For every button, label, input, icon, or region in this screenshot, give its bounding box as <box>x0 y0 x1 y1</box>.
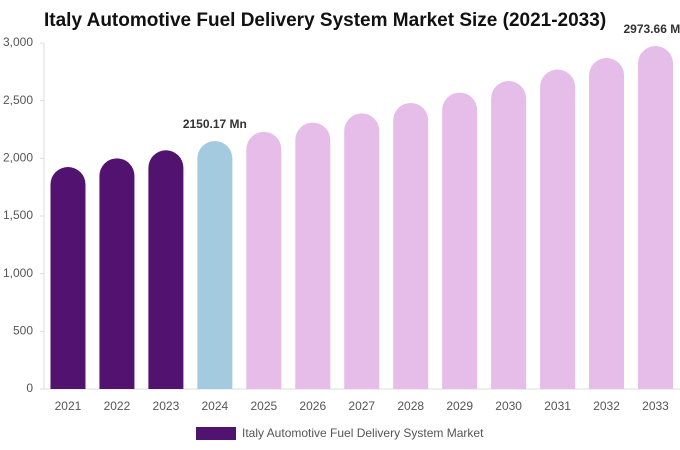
legend-label: Italy Automotive Fuel Delivery System Ma… <box>242 426 484 440</box>
y-tick-label: 2,500 <box>3 93 33 107</box>
value-label: 2973.66 Mn <box>623 22 680 36</box>
bar <box>246 131 282 390</box>
bar <box>344 113 380 390</box>
chart-title: Italy Automotive Fuel Delivery System Ma… <box>44 10 606 31</box>
x-tick-label: 2028 <box>397 399 424 413</box>
x-tick-label: 2021 <box>55 399 82 413</box>
bar <box>295 122 331 389</box>
bar <box>540 69 576 389</box>
bar <box>442 92 478 390</box>
x-tick-label: 2030 <box>495 399 522 413</box>
bar <box>491 81 527 389</box>
bar <box>148 150 184 389</box>
y-tick-label: 1,000 <box>3 266 33 280</box>
bar <box>638 46 674 390</box>
y-tick-label: 0 <box>26 381 33 395</box>
legend-swatch <box>196 427 236 440</box>
x-tick-label: 2029 <box>446 399 473 413</box>
bar <box>589 57 625 389</box>
y-tick-label: 3,000 <box>3 35 33 49</box>
x-tick-label: 2025 <box>250 399 277 413</box>
y-tick-label: 1,500 <box>3 208 33 222</box>
bar <box>197 141 233 389</box>
x-tick-label: 2027 <box>348 399 375 413</box>
value-label: 2150.17 Mn <box>183 117 247 131</box>
x-tick-label: 2022 <box>104 399 131 413</box>
x-tick-label: 2024 <box>202 399 229 413</box>
x-tick-label: 2031 <box>544 399 571 413</box>
x-tick-label: 2032 <box>593 399 620 413</box>
bar <box>99 158 135 389</box>
x-tick-label: 2023 <box>153 399 180 413</box>
bar <box>50 166 86 389</box>
bar <box>393 102 429 390</box>
x-tick-label: 2033 <box>642 399 669 413</box>
y-tick-label: 500 <box>13 324 33 338</box>
x-tick-label: 2026 <box>299 399 326 413</box>
y-tick-label: 2,000 <box>3 151 33 165</box>
